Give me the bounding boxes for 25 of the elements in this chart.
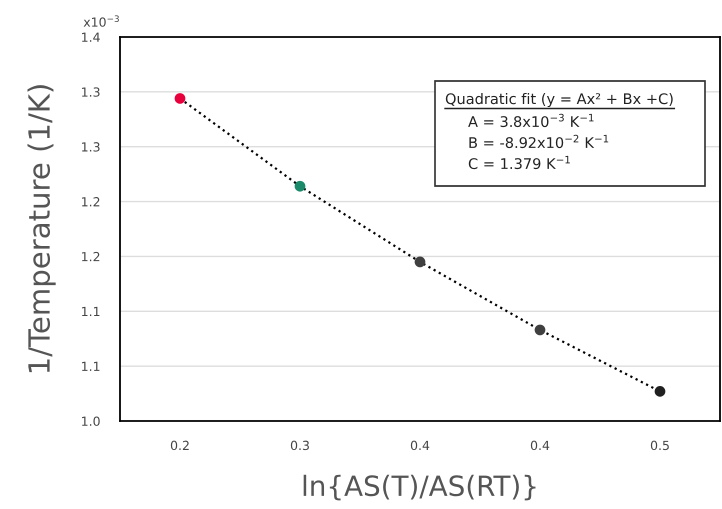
y-tick-label: 1.1 bbox=[82, 362, 100, 371]
annotation: Quadratic fit (y = Ax² + Bx +C) bbox=[446, 92, 673, 108]
y-tick-label: 1.0 bbox=[82, 416, 100, 426]
y-axis-title: 1/Temperature (1/K) bbox=[27, 85, 56, 372]
y-tick-label: 1.1 bbox=[82, 306, 100, 316]
x-tick-label: 0.4 bbox=[410, 440, 430, 450]
point bbox=[654, 386, 666, 397]
x-axis-title: ln{AS(T)/AS(RT)} bbox=[304, 474, 536, 500]
y-tick-label: 1.4 bbox=[82, 32, 100, 42]
x-tick-label: 0.2 bbox=[170, 440, 189, 450]
point bbox=[414, 256, 426, 268]
x-tick-label: 0.3 bbox=[290, 440, 309, 450]
annotation: B = -8.92x10$^{−2}$ K$^{−1}$ bbox=[469, 134, 608, 148]
y-tick-label: 1.3 bbox=[82, 142, 100, 152]
text: x10$^{−3}$ bbox=[84, 15, 119, 27]
point bbox=[174, 93, 186, 104]
point bbox=[534, 324, 546, 336]
y-tick-label: 1.3 bbox=[82, 87, 100, 97]
y-tick-label: 1.2 bbox=[82, 197, 100, 206]
annotation: A = 3.8x10$^{−3}$ K$^{−1}$ bbox=[468, 114, 594, 128]
x-tick-label: 0.5 bbox=[650, 440, 669, 450]
point bbox=[294, 180, 306, 192]
annotation: C = 1.379 K$^{−1}$ bbox=[468, 156, 570, 170]
y-tick-label: 1.2 bbox=[82, 252, 100, 262]
x-tick-label: 0.4 bbox=[530, 440, 550, 450]
